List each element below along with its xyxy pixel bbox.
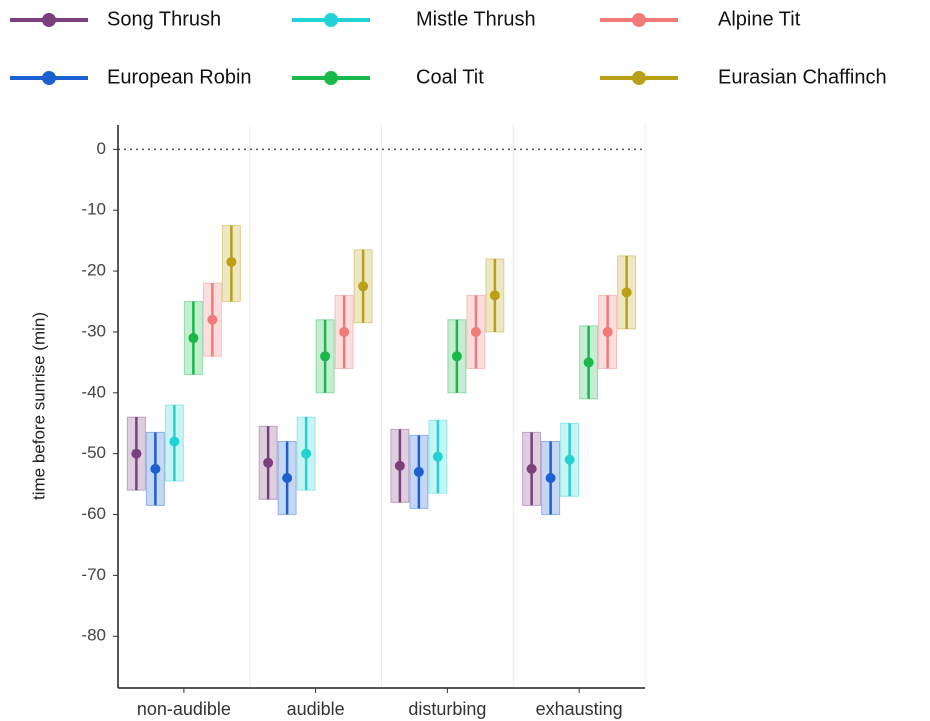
- y-tick-label: -20: [81, 261, 106, 280]
- mean-point: [339, 326, 350, 337]
- y-tick-label: 0: [97, 139, 106, 158]
- mean-point: [432, 451, 443, 462]
- mean-point: [207, 314, 218, 325]
- mean-point: [394, 460, 405, 471]
- mean-point: [188, 333, 199, 344]
- legend-label: Coal Tit: [416, 66, 484, 88]
- mean-point: [320, 351, 331, 362]
- legend-label: Mistle Thrush: [416, 8, 536, 30]
- mean-point: [470, 326, 481, 337]
- mean-point: [621, 287, 632, 298]
- y-tick-label: -80: [81, 626, 106, 645]
- y-axis-label: time before sunrise (min): [29, 312, 48, 500]
- y-tick-label: -40: [81, 382, 106, 401]
- x-tick-label: disturbing: [408, 699, 486, 719]
- mean-point: [526, 463, 537, 474]
- y-tick-label: -50: [81, 443, 106, 462]
- mean-point: [413, 466, 424, 477]
- mean-point: [282, 473, 293, 484]
- x-tick-label: exhausting: [536, 699, 623, 719]
- legend-dot: [324, 13, 338, 27]
- mean-point: [451, 351, 462, 362]
- legend-label: Song Thrush: [107, 8, 221, 30]
- mean-point: [169, 436, 180, 447]
- mean-point: [226, 256, 237, 267]
- legend-dot: [632, 71, 646, 85]
- legend-label: Alpine Tit: [718, 8, 801, 30]
- mean-point: [545, 473, 556, 484]
- y-tick-label: -30: [81, 321, 106, 340]
- mean-point: [263, 457, 274, 468]
- y-tick-label: -70: [81, 565, 106, 584]
- mean-point: [301, 448, 312, 459]
- mean-point: [602, 326, 613, 337]
- y-tick-label: -10: [81, 200, 106, 219]
- y-tick-label: -60: [81, 504, 106, 523]
- mean-point: [150, 463, 161, 474]
- mean-point: [131, 448, 142, 459]
- legend-dot: [42, 71, 56, 85]
- mean-point: [358, 281, 369, 292]
- x-tick-label: audible: [287, 699, 345, 719]
- mean-point: [583, 357, 594, 368]
- legend-label: Eurasian Chaffinch: [718, 66, 887, 88]
- x-tick-label: non-audible: [137, 699, 231, 719]
- legend-dot: [324, 71, 338, 85]
- legend-dot: [632, 13, 646, 27]
- legend-dot: [42, 13, 56, 27]
- mean-point: [564, 454, 575, 465]
- mean-point: [489, 290, 500, 301]
- legend-label: European Robin: [107, 66, 252, 88]
